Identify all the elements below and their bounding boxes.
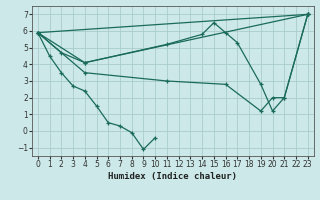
X-axis label: Humidex (Indice chaleur): Humidex (Indice chaleur) bbox=[108, 172, 237, 181]
